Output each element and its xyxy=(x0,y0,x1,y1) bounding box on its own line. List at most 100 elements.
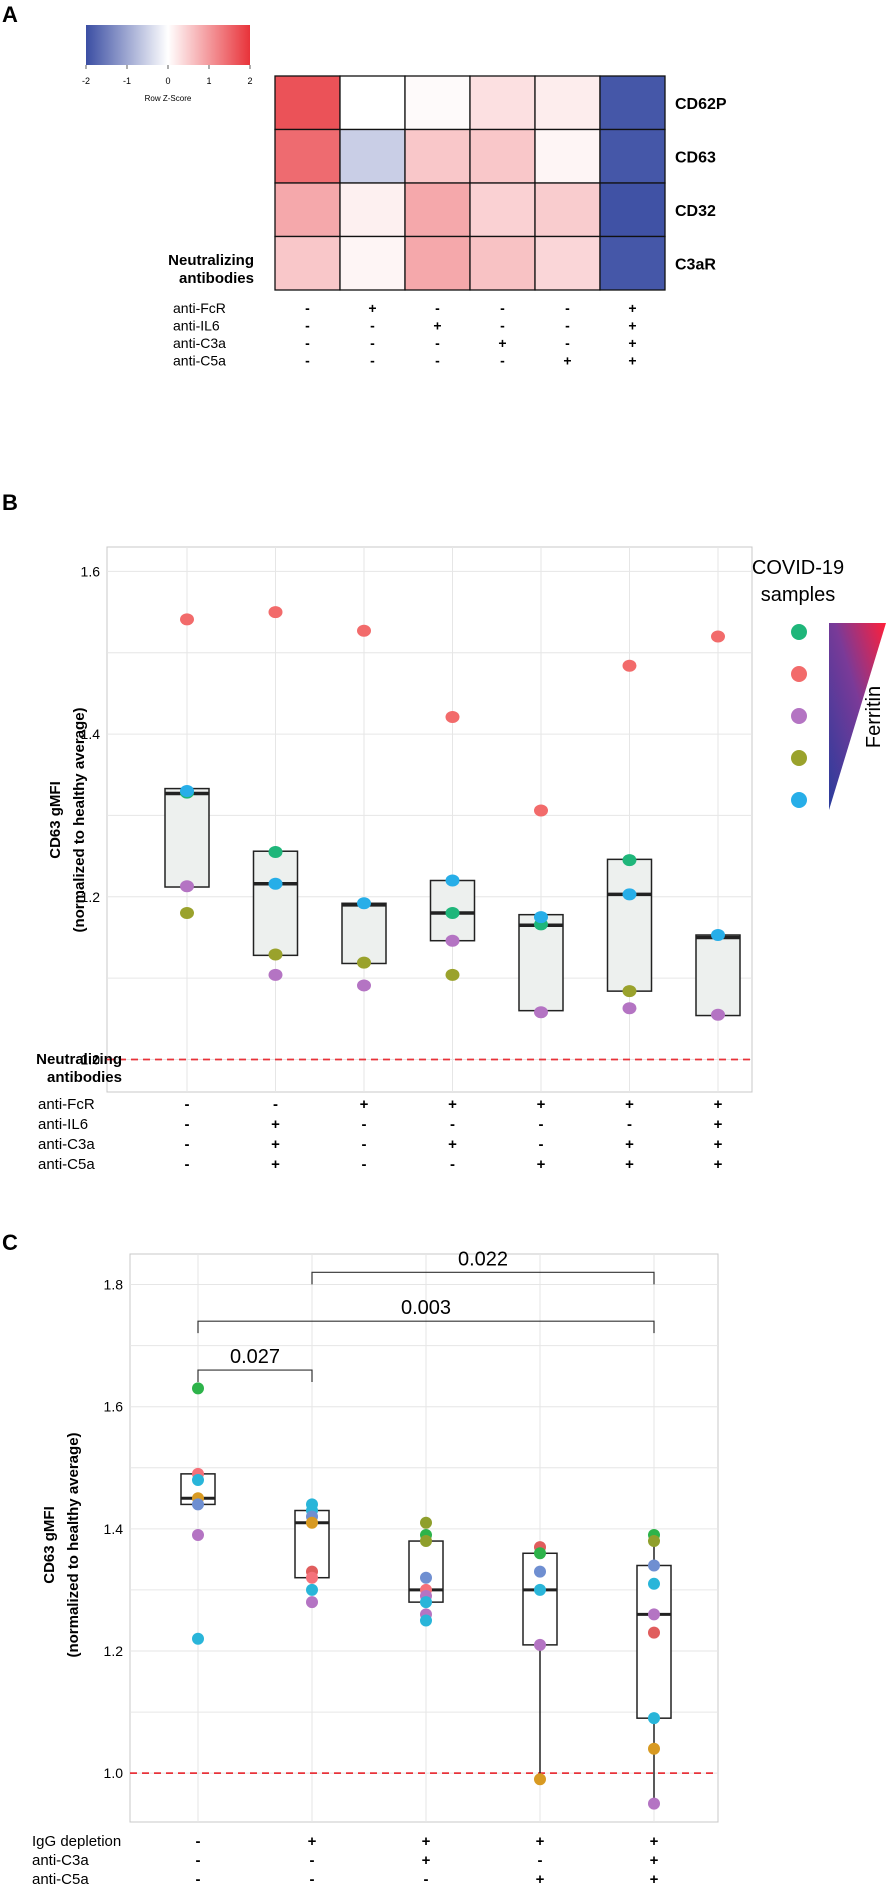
condition-sign: - xyxy=(273,1096,278,1113)
condition-sign: - xyxy=(500,300,505,316)
heatmap-cell xyxy=(339,182,406,238)
condition-sign: - xyxy=(565,335,570,351)
data-point xyxy=(534,1638,546,1651)
condition-name: anti-C5a xyxy=(38,1156,95,1173)
condition-name: anti-FcR xyxy=(173,300,226,316)
legend-dots xyxy=(791,624,807,808)
heatmap-cell xyxy=(274,182,341,238)
p-value-label: 0.022 xyxy=(458,1248,508,1270)
condition-sign: + xyxy=(625,1156,634,1173)
condition-name: anti-C3a xyxy=(173,335,226,351)
condition-sign: - xyxy=(305,300,310,316)
significance-brackets: 0.027 0.003 0.022 xyxy=(197,1248,655,1383)
condition-sign: - xyxy=(450,1116,455,1133)
y-tick-label: 1.0 xyxy=(104,1765,124,1781)
heatmap-row-label: CD62P xyxy=(675,96,727,113)
condition-sign: - xyxy=(185,1116,190,1133)
color-key-label: Row Z-Score xyxy=(145,94,192,103)
condition-sign: - xyxy=(362,1156,367,1173)
condition-sign: + xyxy=(714,1116,723,1133)
data-point xyxy=(534,1006,548,1019)
data-point xyxy=(534,1547,546,1560)
points-c xyxy=(192,1382,660,1810)
heatmap-cell xyxy=(404,182,471,238)
condition-sign: - xyxy=(305,318,310,334)
legend-dot xyxy=(791,792,807,808)
condition-sign: - xyxy=(538,1852,543,1869)
y-ticks-c: 1.0 1.2 1.4 1.6 1.8 xyxy=(104,1277,124,1782)
condition-sign: + xyxy=(536,1833,545,1850)
condition-sign: + xyxy=(628,353,636,369)
data-point xyxy=(534,911,548,924)
condition-sign: + xyxy=(422,1852,431,1869)
condition-sign: + xyxy=(563,353,571,369)
condition-sign: - xyxy=(500,318,505,334)
condition-sign: - xyxy=(185,1156,190,1173)
b-group-label-line2: antibodies xyxy=(47,1069,122,1086)
data-point xyxy=(420,1614,432,1627)
heatmap-cell xyxy=(274,235,341,291)
condition-sign: + xyxy=(422,1833,431,1850)
heatmap-cell xyxy=(599,235,666,291)
condition-sign: - xyxy=(565,318,570,334)
condition-sign: - xyxy=(500,353,505,369)
condition-sign: + xyxy=(536,1871,545,1888)
data-point xyxy=(306,1596,318,1609)
data-point xyxy=(445,934,460,947)
legend-dot xyxy=(791,624,807,640)
data-point xyxy=(445,907,460,920)
data-point xyxy=(622,888,637,901)
heatmap-row-labels: CD62P CD63 CD32 C3aR xyxy=(675,96,727,274)
condition-sign: + xyxy=(308,1833,317,1850)
color-key-tick-label: -2 xyxy=(82,76,90,86)
p-value-label: 0.003 xyxy=(401,1297,451,1319)
heatmap-row-label: C3aR xyxy=(675,256,716,273)
data-point xyxy=(648,1577,660,1590)
data-point xyxy=(268,606,283,619)
b-group-label-line1: Neutralizing xyxy=(36,1051,122,1068)
condition-sign: - xyxy=(196,1852,201,1869)
data-point xyxy=(306,1516,318,1529)
data-point xyxy=(445,968,460,981)
heatmap-cell xyxy=(339,128,406,184)
y-ticks-b: 1.0 1.2 1.4 1.6 xyxy=(81,563,101,1067)
heatmap-cell xyxy=(599,128,666,184)
box xyxy=(695,934,741,1017)
data-point xyxy=(420,1516,432,1529)
legend-title-line2: samples xyxy=(761,584,835,606)
legend-dot xyxy=(791,750,807,766)
box xyxy=(252,850,299,957)
data-point xyxy=(306,1583,318,1596)
condition-sign: - xyxy=(370,353,375,369)
data-point xyxy=(420,1596,432,1609)
data-point xyxy=(648,1608,660,1621)
data-point xyxy=(357,956,371,969)
condition-sign: - xyxy=(196,1833,201,1850)
data-point xyxy=(192,1528,204,1541)
heatmap-cell xyxy=(404,235,471,291)
bracket-line xyxy=(311,1271,655,1285)
y-tick-label: 1.2 xyxy=(81,889,101,905)
y-tick-label: 1.6 xyxy=(81,563,101,579)
y-tick-label: 1.8 xyxy=(104,1277,124,1293)
data-point xyxy=(268,846,283,859)
data-point xyxy=(420,1535,432,1548)
data-point xyxy=(268,877,283,890)
color-key-tick-label: -1 xyxy=(123,76,131,86)
heatmap-cell xyxy=(534,75,601,131)
data-point xyxy=(622,854,637,867)
bracket-line xyxy=(197,1320,655,1334)
heatmap-cell xyxy=(339,75,406,131)
heatmap-cell xyxy=(534,182,601,238)
condition-sign: + xyxy=(368,300,376,316)
y-axis-label2-c: (normalized to healthy average) xyxy=(65,1432,82,1657)
data-point xyxy=(534,1773,546,1786)
condition-sign: + xyxy=(271,1136,280,1153)
box xyxy=(518,913,564,1012)
heatmap-row-label: CD63 xyxy=(675,149,716,166)
data-point xyxy=(180,613,194,626)
condition-sign: + xyxy=(537,1096,546,1113)
condition-sign: - xyxy=(435,300,440,316)
data-point xyxy=(357,897,371,910)
panel-b-label: B xyxy=(2,490,18,515)
